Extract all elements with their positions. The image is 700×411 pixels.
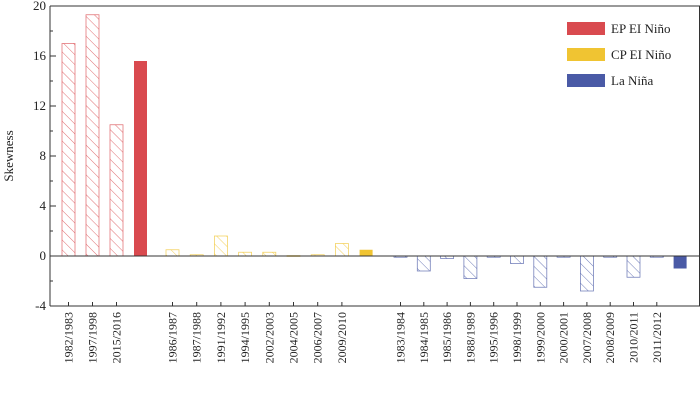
x-tick-label: 1982/1983: [62, 312, 76, 363]
bar-lanina-1984-1985: [416, 255, 431, 272]
axis-layer: -4 0 4 8 12 16 20: [33, 0, 700, 313]
legend-swatch: [567, 22, 605, 35]
bar-cp-2009-2010: [334, 243, 349, 257]
x-tick-label: 1998/1999: [510, 312, 524, 363]
bar-lanina-1999-2000: [533, 255, 548, 288]
bar-ep-1997-1998: [85, 14, 100, 257]
x-tick-label: 2009/2010: [335, 312, 349, 363]
bar-lanina-1988-1989: [463, 255, 478, 279]
x-tick-label: 1994/1995: [238, 312, 252, 363]
x-tick-label: 2007/2008: [580, 312, 594, 363]
y-tick-label: -4: [35, 298, 46, 313]
bar-ep-composite: [134, 61, 147, 256]
bar-lanina-composite: [673, 256, 687, 269]
bar-lanina-2010-2011: [626, 255, 641, 278]
bar-ep-2015-2016: [109, 124, 124, 257]
bars-layer: [61, 14, 687, 292]
x-tick-label: 2006/2007: [311, 312, 325, 363]
x-tick-label: 1987/1988: [190, 312, 204, 363]
legend-swatch: [567, 48, 605, 61]
x-tick-label: 1999/2000: [533, 312, 547, 363]
x-tick-label: 1997/1998: [86, 312, 100, 363]
y-tick-label: 0: [40, 248, 47, 263]
x-tick-label: 1988/1989: [463, 312, 477, 363]
x-tick-label: 2004/2005: [287, 312, 301, 363]
x-tick-label: 2015/2016: [110, 312, 124, 363]
bar-cp-composite: [359, 249, 373, 256]
bar-cp-2002-2003: [262, 251, 277, 257]
legend-label: EP EI Niño: [611, 21, 670, 36]
x-tick-label: 1991/1992: [214, 312, 228, 363]
y-tick-label: 12: [33, 98, 46, 113]
legend-swatch: [567, 74, 605, 87]
y-tick-label: 16: [33, 48, 47, 63]
bar-cp-1994-1995: [238, 251, 253, 257]
y-tick-label: 8: [40, 148, 47, 163]
x-tick-label: 2010/2011: [627, 312, 641, 363]
y-tick-label: 20: [33, 0, 46, 13]
x-tick-label: 2008/2009: [603, 312, 617, 363]
x-tick-label: 1984/1985: [417, 312, 431, 363]
x-tick-label: 1985/1986: [440, 312, 454, 363]
x-tick-label: 2000/2001: [557, 312, 571, 363]
legend-label: CP EI Niño: [611, 47, 671, 62]
y-axis-title: Skewness: [1, 130, 16, 181]
x-tick-label: 2011/2012: [650, 312, 664, 363]
x-tick-label: 1986/1987: [166, 312, 180, 363]
x-tick-labels: 1982/1983 1997/1998 2015/2016 1986/1987 1987…: [62, 312, 664, 363]
bar-cp-1991-1992: [213, 235, 228, 257]
bar-ep-1982-1983: [61, 43, 76, 257]
x-tick-label: 1995/1996: [487, 312, 501, 363]
legend: EP EI Niño CP EI Niño La Niña: [567, 21, 671, 88]
bar-lanina-2007-2008: [580, 255, 594, 292]
x-tick-label: 1983/1984: [394, 312, 408, 363]
legend-label: La Niña: [611, 73, 653, 88]
x-tick-label: 2002/2003: [262, 312, 276, 363]
bar-lanina-1998-1999: [510, 255, 524, 264]
y-tick-label: 4: [40, 198, 47, 213]
bar-cp-1986-1987: [165, 249, 180, 257]
